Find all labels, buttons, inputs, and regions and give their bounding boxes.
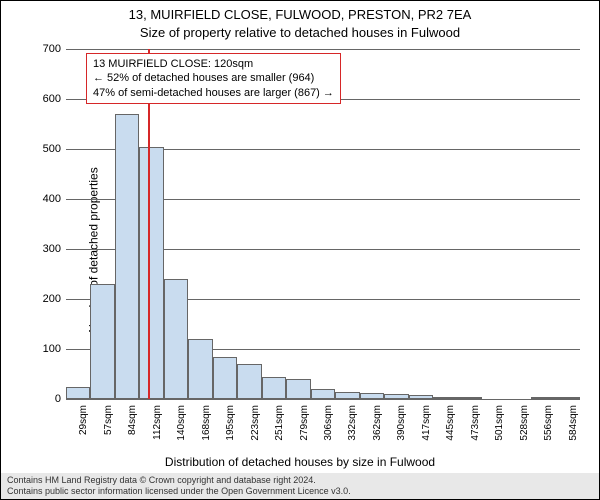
annotation-line-3: 47% of semi-detached houses are larger (… xyxy=(93,86,334,100)
x-tick-label: 306sqm xyxy=(323,405,334,445)
x-tick-label: 445sqm xyxy=(445,405,456,445)
x-tick-label: 584sqm xyxy=(568,405,579,445)
histogram-bar xyxy=(311,389,335,399)
y-tick-label: 200 xyxy=(31,293,61,305)
histogram-bar xyxy=(360,393,384,399)
x-tick-label: 84sqm xyxy=(127,405,138,445)
chart-container: 13, MUIRFIELD CLOSE, FULWOOD, PRESTON, P… xyxy=(0,0,600,500)
histogram-bar xyxy=(237,364,261,399)
histogram-bar xyxy=(335,392,359,400)
y-tick-label: 500 xyxy=(31,143,61,155)
histogram-bar xyxy=(409,395,433,399)
histogram-bar xyxy=(90,284,114,399)
histogram-bar xyxy=(531,397,555,399)
x-tick-label: 223sqm xyxy=(250,405,261,445)
x-tick-label: 195sqm xyxy=(225,405,236,445)
histogram-bar xyxy=(66,387,90,400)
histogram-bar xyxy=(188,339,212,399)
x-tick-label: 417sqm xyxy=(421,405,432,445)
gridline xyxy=(66,49,580,50)
x-tick-label: 57sqm xyxy=(103,405,114,445)
histogram-bar xyxy=(384,394,408,399)
y-tick-label: 700 xyxy=(31,43,61,55)
footer-line-2: Contains public sector information licen… xyxy=(7,486,593,497)
gridline xyxy=(66,399,580,400)
x-tick-label: 556sqm xyxy=(543,405,554,445)
x-tick-label: 528sqm xyxy=(519,405,530,445)
annotation-box: 13 MUIRFIELD CLOSE: 120sqm← 52% of detac… xyxy=(86,53,341,104)
x-tick-label: 29sqm xyxy=(78,405,89,445)
x-tick-label: 362sqm xyxy=(372,405,383,445)
x-tick-label: 332sqm xyxy=(347,405,358,445)
annotation-line-1: 13 MUIRFIELD CLOSE: 120sqm xyxy=(93,57,334,71)
x-tick-label: 501sqm xyxy=(494,405,505,445)
histogram-bar xyxy=(139,147,163,400)
histogram-bar xyxy=(213,357,237,400)
y-tick-label: 600 xyxy=(31,93,61,105)
title-line-2: Size of property relative to detached ho… xyxy=(1,25,599,40)
histogram-bar xyxy=(433,397,457,400)
x-tick-label: 473sqm xyxy=(470,405,481,445)
footer: Contains HM Land Registry data © Crown c… xyxy=(1,473,599,499)
y-tick-label: 0 xyxy=(31,393,61,405)
x-tick-label: 140sqm xyxy=(176,405,187,445)
x-tick-label: 112sqm xyxy=(152,405,163,445)
x-tick-label: 390sqm xyxy=(396,405,407,445)
annotation-line-2: ← 52% of detached houses are smaller (96… xyxy=(93,71,334,85)
histogram-bar xyxy=(164,279,188,399)
histogram-bar xyxy=(286,379,310,399)
footer-line-1: Contains HM Land Registry data © Crown c… xyxy=(7,475,593,486)
x-tick-label: 168sqm xyxy=(201,405,212,445)
x-axis-label: Distribution of detached houses by size … xyxy=(1,455,599,469)
title-line-1: 13, MUIRFIELD CLOSE, FULWOOD, PRESTON, P… xyxy=(1,7,599,22)
histogram-bar xyxy=(458,397,482,399)
y-tick-label: 400 xyxy=(31,193,61,205)
histogram-bar xyxy=(262,377,286,400)
y-tick-label: 100 xyxy=(31,343,61,355)
plot-area: 010020030040050060070029sqm57sqm84sqm112… xyxy=(66,49,580,399)
histogram-bar xyxy=(556,397,580,399)
y-tick-label: 300 xyxy=(31,243,61,255)
histogram-bar xyxy=(115,114,139,399)
x-tick-label: 251sqm xyxy=(274,405,285,445)
x-tick-label: 279sqm xyxy=(299,405,310,445)
